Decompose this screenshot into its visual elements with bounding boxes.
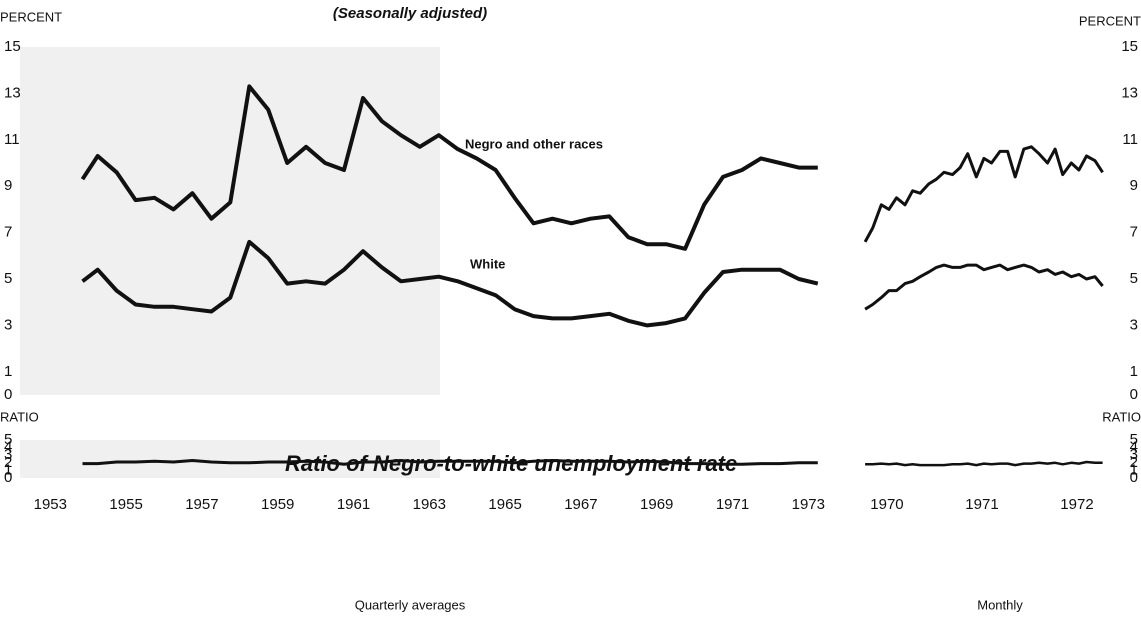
y-tick-label: 5: [1130, 431, 1138, 448]
x-tick-label: 1971: [965, 496, 998, 513]
y-tick-label: 9: [1130, 177, 1138, 194]
y-tick-label: 15: [1121, 38, 1138, 55]
x-tick-label: 1971: [716, 496, 749, 513]
line: [82, 459, 818, 466]
x-tick-label: 1965: [488, 496, 521, 513]
y-tick-label: 0: [1130, 386, 1138, 403]
y-tick-label: 1: [4, 461, 12, 478]
y-tick-label: 3: [1130, 446, 1138, 463]
line: [864, 263, 1104, 311]
texture: [20, 440, 440, 478]
y-tick-label: 5: [4, 270, 12, 287]
y-axis-label: RATIO: [0, 409, 39, 424]
x-tick-label: 1969: [640, 496, 673, 513]
y-tick-label: 4: [1130, 439, 1138, 456]
y-tick-label: 11: [4, 131, 20, 148]
x-tick-label: 1963: [413, 496, 446, 513]
x-tick-label: 1959: [261, 496, 294, 513]
y-tick-label: 13: [1121, 84, 1138, 101]
subtitle: (Seasonally adjusted): [333, 5, 487, 22]
y-tick-label: 0: [4, 386, 12, 403]
y-tick-label: 4: [4, 439, 12, 456]
y-tick-label: 1: [4, 363, 12, 380]
x-tick-label: 1967: [564, 496, 597, 513]
y-tick-label: 7: [1130, 224, 1138, 241]
x-tick-label: 1957: [185, 496, 218, 513]
x-axis-label: Monthly: [977, 597, 1023, 612]
y-tick-label: 7: [4, 224, 12, 241]
line: [81, 239, 819, 328]
y-axis-label: PERCENT: [0, 9, 62, 24]
y-tick-label: 3: [4, 316, 12, 333]
x-tick-label: 1961: [337, 496, 370, 513]
y-tick-label: 0: [1130, 469, 1138, 486]
y-tick-label: 3: [1130, 316, 1138, 333]
y-tick-label: 5: [1130, 270, 1138, 287]
y-tick-label: 2: [1130, 454, 1138, 471]
y-tick-label: 1: [1130, 461, 1138, 478]
x-tick-label: 1972: [1060, 496, 1093, 513]
y-tick-label: 0: [4, 469, 12, 486]
y-tick-label: 13: [4, 84, 21, 101]
y-tick-label: 15: [4, 38, 21, 55]
series-label: Negro and other races: [465, 136, 603, 151]
y-tick-label: 1: [1130, 363, 1138, 380]
y-axis-label: PERCENT: [1079, 13, 1141, 28]
series-label: White: [470, 256, 505, 271]
texture: [20, 47, 440, 395]
x-tick-label: 1970: [870, 496, 903, 513]
line: [865, 460, 1103, 467]
x-tick-label: 1953: [34, 496, 67, 513]
y-tick-label: 9: [4, 177, 12, 194]
x-tick-label: 1955: [109, 496, 142, 513]
y-axis-label: RATIO: [1102, 409, 1141, 424]
x-axis-label: Quarterly averages: [355, 597, 466, 612]
line: [863, 145, 1104, 243]
y-tick-label: 11: [1122, 131, 1138, 148]
x-tick-label: 1973: [792, 496, 825, 513]
y-tick-label: 3: [4, 446, 12, 463]
y-tick-label: 5: [4, 431, 12, 448]
y-tick-label: 2: [4, 454, 12, 471]
line: [80, 84, 818, 251]
